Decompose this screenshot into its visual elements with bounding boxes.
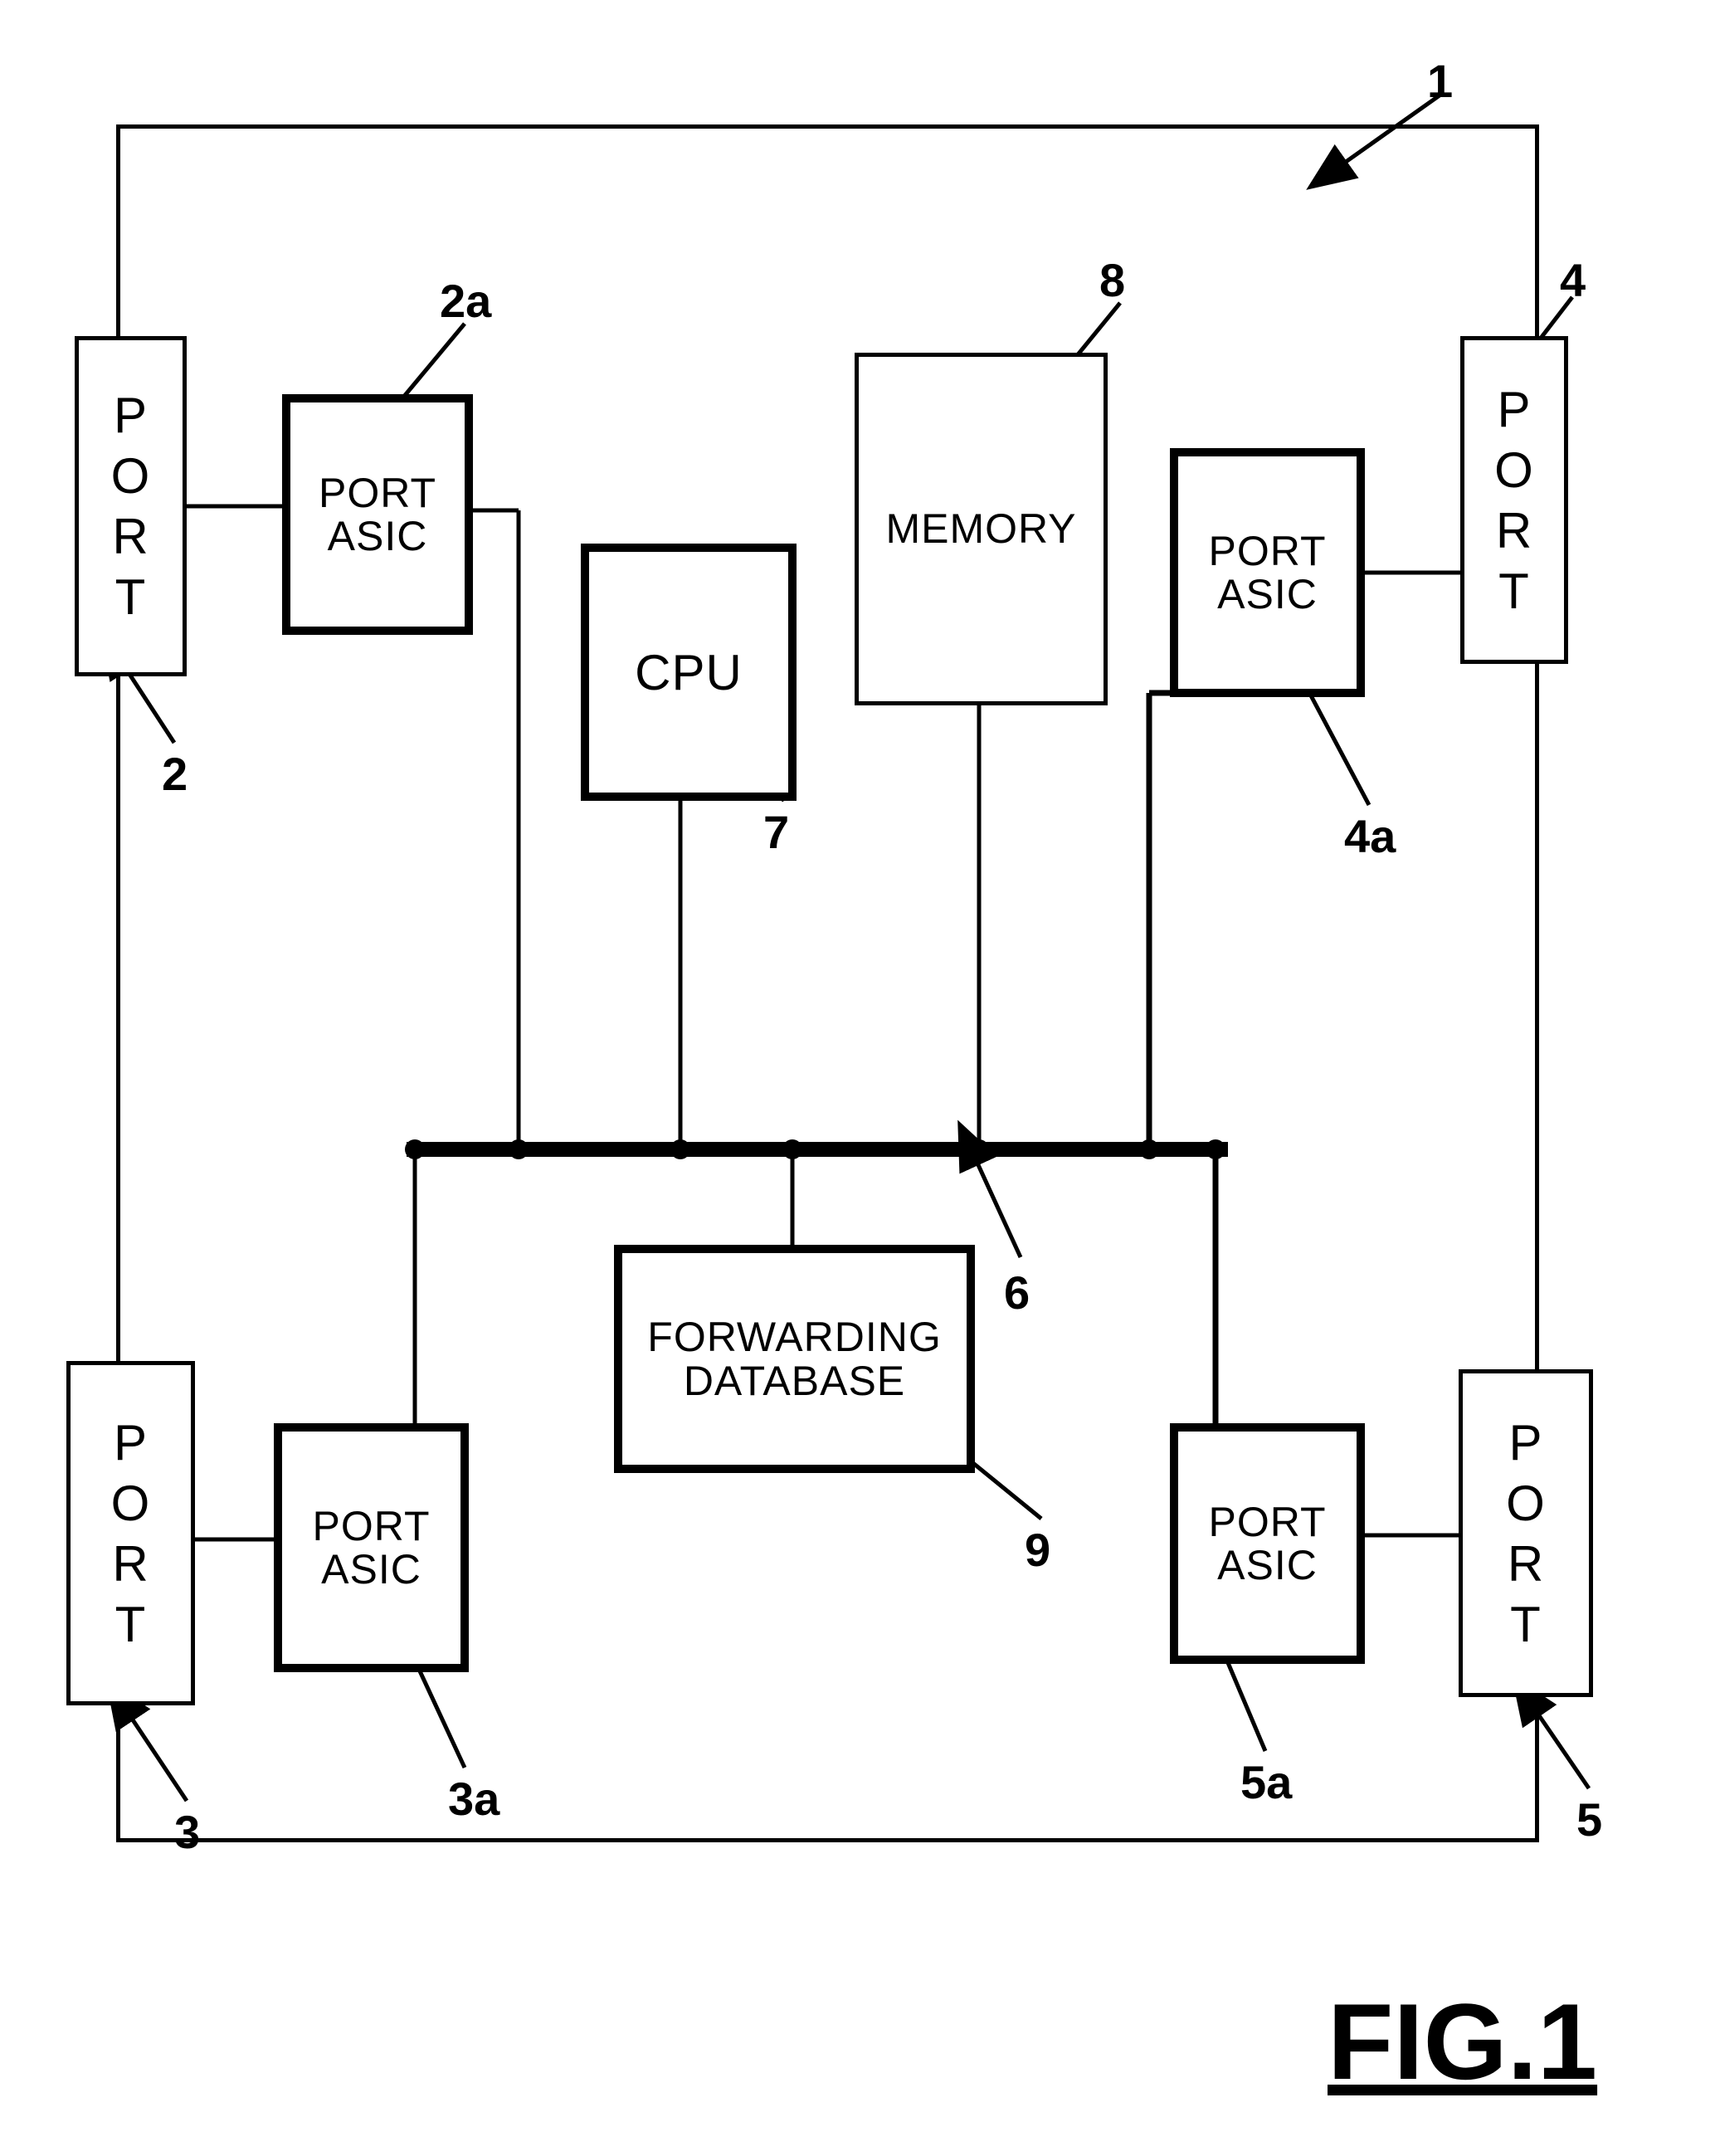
- ref-label-5a: 5a: [1240, 1755, 1292, 1809]
- ref-label-5: 5: [1576, 1793, 1602, 1846]
- port-asic-3a-block: PORTASIC: [274, 1423, 469, 1672]
- port-2-block: PORT: [75, 336, 187, 676]
- ref-label-4: 4: [1560, 253, 1586, 307]
- ref-label-3: 3: [174, 1805, 200, 1859]
- port-3-block: PORT: [66, 1361, 195, 1705]
- ref-label-1: 1: [1427, 54, 1453, 108]
- figure-caption: FIG.1: [1328, 1979, 1597, 2104]
- port-4-block: PORT: [1460, 336, 1568, 664]
- ref-label-3a: 3a: [448, 1772, 499, 1826]
- ref-label-9: 9: [1025, 1523, 1050, 1577]
- port-asic-5a-block: PORTASIC: [1170, 1423, 1365, 1664]
- ref-label-6: 6: [1004, 1266, 1030, 1319]
- forwarding-database-block: FORWARDINGDATABASE: [614, 1245, 975, 1473]
- ref-label-4a: 4a: [1344, 809, 1396, 863]
- diagram-canvas: PORT PORT PORT PORT PORTASIC PORTASIC PO…: [0, 0, 1715, 2156]
- memory-block: MEMORY: [855, 353, 1108, 705]
- ref-label-2: 2: [162, 747, 188, 801]
- ref-label-7: 7: [763, 805, 789, 859]
- cpu-block: CPU: [581, 544, 797, 801]
- ref-label-2a: 2a: [440, 274, 491, 328]
- port-asic-2a-block: PORTASIC: [282, 394, 473, 635]
- port-5-block: PORT: [1459, 1369, 1593, 1697]
- ref-label-8: 8: [1099, 253, 1125, 307]
- port-asic-4a-block: PORTASIC: [1170, 448, 1365, 697]
